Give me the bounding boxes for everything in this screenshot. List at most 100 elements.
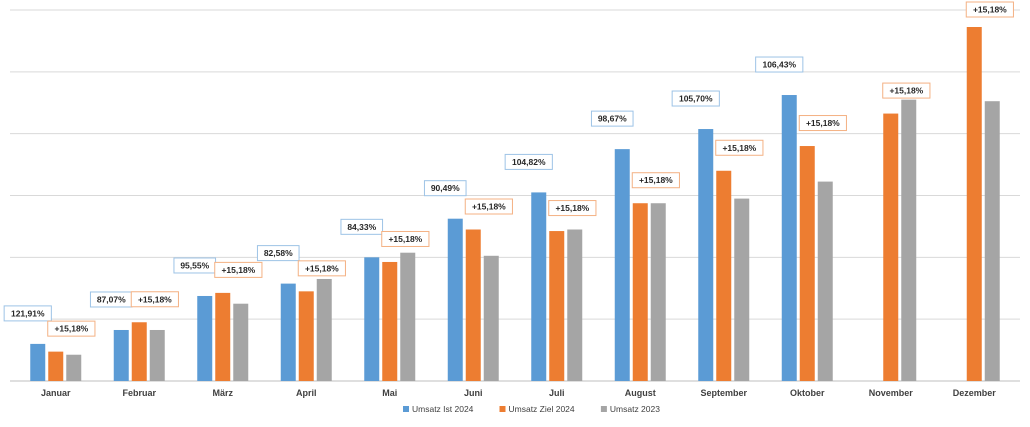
legend-swatch	[600, 406, 607, 412]
legend-entry: Umsatz Ziel 2024	[509, 404, 575, 414]
data-label: 87,07%	[97, 294, 126, 304]
bar-2023	[567, 229, 583, 381]
data-label-box	[671, 90, 720, 107]
data-label: 98,67%	[598, 114, 627, 124]
data-label-box	[798, 115, 847, 132]
legend-entry: Umsatz 2023	[610, 404, 660, 414]
x-tick-label: März	[212, 388, 233, 398]
data-label: 105,70%	[679, 94, 713, 104]
data-label: 104,82%	[512, 157, 546, 167]
data-label-box	[631, 172, 680, 189]
x-axis-ticks: Januar Februar März April Mai Juni Juli August S…	[41, 388, 996, 398]
x-tick-label: November	[869, 388, 914, 398]
data-labels: 121,91% +15,18% 87,07% +15,18% 95,55% +15,18%…	[3, 1, 1014, 337]
data-label: +15,18%	[973, 5, 1007, 15]
bar-2023	[400, 252, 416, 381]
bar-ist-2024	[781, 95, 797, 381]
legend-swatch	[403, 406, 409, 412]
bar-2023	[901, 99, 917, 382]
data-label: 84,33%	[347, 222, 376, 232]
legend-entry: Umsatz Ist 2024	[412, 404, 474, 414]
bar-ist-2024	[698, 129, 714, 381]
bar-ziel-2024	[716, 170, 732, 381]
data-label-box	[256, 245, 300, 262]
data-label: 95,55%	[180, 260, 209, 270]
x-tick-label: September	[700, 388, 747, 398]
data-label: +15,18%	[639, 175, 673, 185]
x-tick-label: August	[625, 388, 656, 398]
data-label: +15,18%	[889, 86, 923, 96]
data-label-box	[214, 261, 263, 278]
data-label-box	[381, 230, 430, 247]
data-label: +15,18%	[388, 234, 422, 244]
bar-ziel-2024	[883, 113, 899, 381]
bar-2023	[817, 181, 833, 381]
bar-ist-2024	[30, 343, 46, 381]
data-label: 82,58%	[264, 248, 293, 258]
data-label: +15,18%	[54, 324, 88, 334]
bar-ist-2024	[113, 329, 129, 381]
x-tick-label: Juni	[464, 388, 483, 398]
data-label-box	[423, 180, 467, 197]
bar-2023	[149, 329, 165, 381]
x-tick-label: April	[296, 388, 317, 398]
data-label: +15,18%	[472, 202, 506, 212]
data-label-box	[3, 305, 52, 322]
bar-ziel-2024	[632, 203, 648, 381]
bar-ziel-2024	[48, 351, 64, 381]
bar-ist-2024	[364, 257, 380, 381]
bar-ziel-2024	[549, 231, 565, 381]
x-tick-label: Dezember	[953, 388, 997, 398]
bar-ziel-2024	[298, 291, 314, 381]
data-label: +15,18%	[806, 118, 840, 128]
x-tick-label: Februar	[122, 388, 156, 398]
bar-ziel-2024	[465, 229, 481, 381]
bars	[30, 27, 1000, 382]
bar-ist-2024	[197, 295, 213, 381]
data-label: +15,18%	[221, 265, 255, 275]
data-label-box	[548, 200, 597, 217]
data-label-box	[715, 139, 764, 156]
bar-2023	[66, 354, 82, 381]
bar-2023	[734, 198, 750, 381]
bar-ist-2024	[447, 218, 463, 381]
bar-2023	[984, 101, 1000, 382]
data-label-box	[755, 56, 804, 73]
bar-2023	[650, 203, 666, 381]
data-label: +15,18%	[138, 294, 172, 304]
data-label: +15,18%	[722, 143, 756, 153]
data-label-box	[130, 291, 179, 308]
data-label-box	[464, 198, 513, 215]
data-label-box	[340, 218, 384, 235]
bar-2023	[316, 278, 332, 381]
x-tick-label: Oktober	[790, 388, 825, 398]
bar-ziel-2024	[131, 322, 147, 381]
data-label-box	[297, 260, 346, 277]
data-label: 106,43%	[762, 60, 796, 70]
data-label: +15,18%	[555, 203, 589, 213]
bar-ziel-2024	[966, 27, 982, 382]
x-tick-label: Mai	[382, 388, 397, 398]
legend-swatch	[499, 406, 506, 412]
bar-2023	[233, 303, 249, 381]
bar-ist-2024	[531, 192, 547, 381]
data-label: +15,18%	[305, 263, 339, 273]
bar-ziel-2024	[215, 292, 231, 381]
data-label-box	[47, 320, 96, 337]
bar-ziel-2024	[382, 261, 398, 381]
legend: Umsatz Ist 2024 Umsatz Ziel 2024 Umsatz 20…	[403, 404, 660, 414]
gridlines	[10, 9, 1020, 382]
data-label-box	[504, 153, 553, 170]
bar-ist-2024	[614, 149, 630, 381]
bar-ziel-2024	[799, 146, 815, 381]
data-label-box	[882, 82, 931, 99]
data-label: 90,49%	[431, 183, 460, 193]
bar-2023	[483, 255, 499, 381]
data-label-box	[590, 110, 634, 127]
x-tick-label: Januar	[41, 388, 71, 398]
x-tick-label: Juli	[549, 388, 565, 398]
data-label-box	[965, 1, 1014, 18]
data-label: 121,91%	[11, 308, 45, 318]
bar-ist-2024	[280, 283, 296, 381]
